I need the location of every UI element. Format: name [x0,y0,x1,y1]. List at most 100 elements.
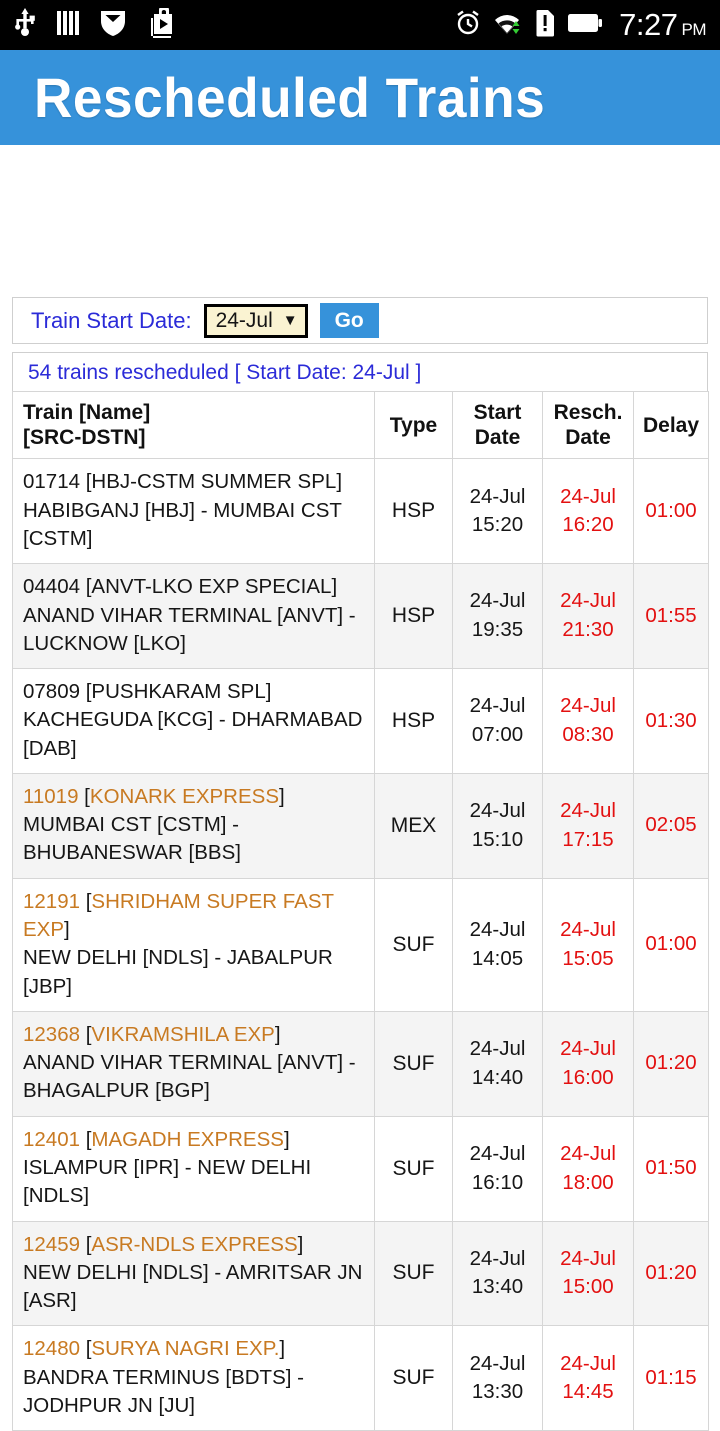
start-time: 14:40 [471,1065,524,1089]
column-header-train-line2: [SRC-DSTN] [23,426,146,450]
train-name: PUSHKARAM SPL [91,680,266,704]
status-bar-clock: 7:27 PM [619,7,706,43]
cell-train-type: SUF [374,1010,453,1117]
train-number: 01714 [23,470,81,494]
cell-start-date: 24-Jul 07:00 [452,668,543,774]
resch-date: 24-Jul [560,694,616,718]
bracket-open: [ [80,575,92,599]
cell-train-name[interactable]: 11019 [KONARK EXPRESS] MUMBAI CST [CSTM] … [12,772,375,879]
bracket-open: [ [78,784,90,808]
cell-train-type: HSP [374,668,453,774]
app-header: Rescheduled Trains [0,50,720,145]
cell-train-type: MEX [374,772,453,879]
status-bar-left-icons [14,4,174,43]
resch-time: 16:00 [562,1065,614,1089]
cell-start-date: 24-Jul 19:35 [452,563,543,670]
go-button[interactable]: Go [319,303,379,338]
cell-train-name[interactable]: 12368 [VIKRAMSHILA EXP] ANAND VIHAR TERMI… [12,1010,375,1117]
start-time: 14:05 [471,946,524,970]
cell-start-date: 24-Jul 14:40 [452,1010,543,1117]
start-date: 24-Jul [469,1351,526,1375]
bracket-open: [ [80,1232,92,1256]
column-header-start-line2: Date [474,426,521,450]
cell-rescheduled-date: 24-Jul 14:45 [542,1325,634,1431]
start-date-select[interactable]: 24-Jul ▼ [203,303,308,338]
cell-train-name[interactable]: 07809 [PUSHKARAM SPL] KACHEGUDA [KCG] - D… [12,668,375,774]
table-row[interactable]: 04404 [ANVT-LKO EXP SPECIAL] ANAND VIHAR … [12,563,709,670]
table-row[interactable]: 12368 [VIKRAMSHILA EXP] ANAND VIHAR TERMI… [12,1010,709,1117]
cell-start-date: 24-Jul 15:20 [452,458,543,565]
table-row[interactable]: 01714 [HBJ-CSTM SUMMER SPL] HABIBGANJ [HB… [12,458,709,565]
shield-icon [100,9,126,42]
train-name: HBJ-CSTM SUMMER SPL [91,470,337,494]
train-route: NEW DELHI [NDLS] - AMRITSAR JN [ASR] [23,1260,363,1313]
train-route: ISLAMPUR [IPR] - NEW DELHI [NDLS] [23,1156,312,1208]
column-header-type[interactable]: Type [374,390,453,460]
train-name: SHRIDHAM SUPER FAST EXP [23,889,334,942]
cell-rescheduled-date: 24-Jul 17:15 [542,772,634,879]
resch-time: 14:45 [562,1380,614,1404]
table-body: 01714 [HBJ-CSTM SUMMER SPL] HABIBGANJ [HB… [12,458,709,1431]
start-date: 24-Jul [469,1246,526,1270]
bracket-open: [ [80,1337,92,1361]
resch-date: 24-Jul [560,484,616,508]
cell-train-name[interactable]: 01714 [HBJ-CSTM SUMMER SPL] HABIBGANJ [HB… [12,458,375,565]
column-header-resch-date[interactable]: Resch. Date [542,390,634,460]
cell-train-name[interactable]: 12191 [SHRIDHAM SUPER FAST EXP] NEW DELHI… [12,877,375,1012]
cell-train-name[interactable]: 04404 [ANVT-LKO EXP SPECIAL] ANAND VIHAR … [12,563,375,670]
column-header-resch-line2: Date [565,426,611,450]
train-name: VIKRAMSHILA EXP [91,1022,275,1046]
table-row[interactable]: 12401 [MAGADH EXPRESS] ISLAMPUR [IPR] - N… [12,1115,709,1222]
cell-train-type: HSP [374,563,453,670]
table-row[interactable]: 12191 [SHRIDHAM SUPER FAST EXP] NEW DELHI… [12,877,709,1012]
column-header-delay[interactable]: Delay [633,390,709,460]
alarm-icon [454,9,482,42]
cell-train-name[interactable]: 12401 [MAGADH EXPRESS] ISLAMPUR [IPR] - N… [12,1115,375,1222]
table-row[interactable]: 12459 [ASR-NDLS EXPRESS] NEW DELHI [NDLS]… [12,1220,709,1327]
bracket-open: [ [80,889,92,913]
bracket-close: ] [297,1232,304,1256]
table-row[interactable]: 07809 [PUSHKARAM SPL] KACHEGUDA [KCG] - D… [12,668,709,774]
battery-icon [567,12,603,39]
table-row[interactable]: 12480 [SURYA NAGRI EXP.] BANDRA TERMINUS … [12,1325,709,1431]
resch-date: 24-Jul [560,918,616,942]
resch-time: 16:20 [562,513,614,537]
cell-delay: 01:00 [633,877,709,1012]
resch-time: 17:15 [562,827,614,851]
filter-bar: Train Start Date: 24-Jul ▼ Go [12,297,708,344]
train-name: MAGADH EXPRESS [91,1127,284,1151]
cell-train-name[interactable]: 12480 [SURYA NAGRI EXP.] BANDRA TERMINUS … [12,1325,375,1431]
resch-time: 15:00 [562,1275,614,1299]
train-number: 11019 [23,784,79,808]
start-time: 13:40 [471,1275,524,1299]
start-time: 15:20 [471,513,524,537]
play-store-bag-icon [146,4,174,43]
clock-time: 7:27 [619,7,678,42]
resch-time: 08:30 [562,722,614,746]
start-date: 24-Jul [469,918,526,942]
cell-rescheduled-date: 24-Jul 08:30 [542,668,634,774]
bracket-open: [ [80,1127,92,1151]
cell-start-date: 24-Jul 14:05 [452,877,543,1012]
bracket-close: ] [283,1127,290,1151]
train-route: BANDRA TERMINUS [BDTS] - JODHPUR JN [JU] [23,1365,304,1417]
train-number: 07809 [23,680,81,704]
cell-start-date: 24-Jul 13:30 [452,1325,543,1431]
usb-icon [14,7,36,43]
bracket-close: ] [279,784,285,808]
cell-rescheduled-date: 24-Jul 15:00 [542,1220,634,1327]
train-name: KONARK EXPRESS [89,784,280,808]
status-bar: 7:27 PM [0,0,720,50]
start-time: 13:30 [471,1380,524,1404]
table-row[interactable]: 11019 [KONARK EXPRESS] MUMBAI CST [CSTM] … [12,772,709,879]
train-route: NEW DELHI [NDLS] - JABALPUR [JBP] [23,946,333,998]
cell-delay: 01:15 [633,1325,709,1431]
column-header-start-date[interactable]: Start Date [452,390,543,460]
bracket-open: [ [80,470,92,494]
column-header-train[interactable]: Train [Name] [SRC-DSTN] [12,390,375,460]
bracket-close: ] [274,1022,281,1046]
cell-start-date: 24-Jul 13:40 [452,1220,543,1327]
cell-train-name[interactable]: 12459 [ASR-NDLS EXPRESS] NEW DELHI [NDLS]… [12,1220,375,1327]
resch-time: 18:00 [562,1170,614,1194]
start-time: 07:00 [471,722,524,746]
